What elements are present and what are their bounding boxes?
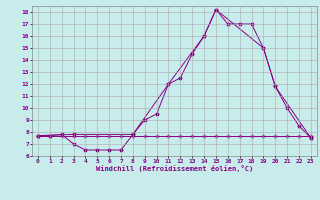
X-axis label: Windchill (Refroidissement éolien,°C): Windchill (Refroidissement éolien,°C)	[96, 165, 253, 172]
